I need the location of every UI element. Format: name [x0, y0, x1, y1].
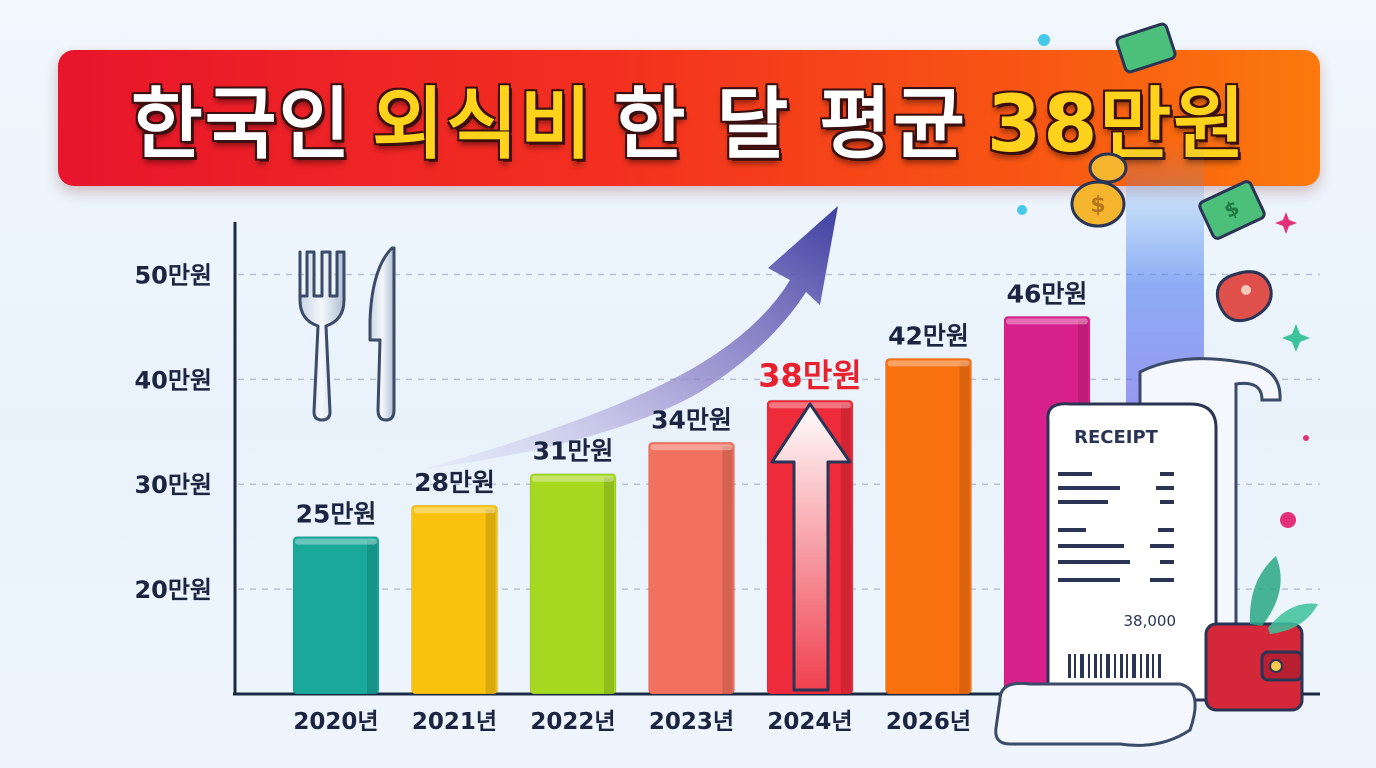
sparkle-decoration: [1017, 34, 1310, 528]
receipt-icon: RECEIPT 38,000: [994, 357, 1282, 747]
trend-arrow-icon: [420, 206, 838, 470]
y-tick-label: 20만원: [134, 576, 212, 604]
data-label: 31만원: [533, 437, 614, 466]
coin-icon: $: [1070, 152, 1128, 228]
x-tick-label: 2022년: [530, 709, 615, 735]
up-arrow-icon: [770, 402, 852, 692]
x-tick-label: 2026년: [886, 709, 971, 735]
data-label: 34만원: [651, 405, 732, 434]
x-tick-label: 2023년: [649, 709, 734, 735]
title-part-1: 한국인: [131, 80, 353, 170]
x-tick-label: 2024년: [767, 709, 852, 735]
data-label: 28만원: [414, 468, 495, 497]
x-tick-label: 2020년: [293, 709, 378, 735]
y-tick-label: 30만원: [134, 471, 212, 499]
svg-text:$: $: [1090, 193, 1105, 218]
y-tick-label: 50만원: [134, 261, 212, 289]
receipt-header: RECEIPT: [1074, 427, 1159, 448]
data-label: 38만원: [758, 356, 861, 394]
data-label: 46만원: [1007, 279, 1088, 308]
data-labels: 25만원 28만원 31만원 34만원 38만원 42만원 46만원: [296, 279, 1088, 528]
bar: [885, 357, 972, 695]
y-tick-labels: 20만원 30만원 40만원 50만원: [134, 261, 212, 604]
meat-icon: [1215, 270, 1273, 323]
title-part-3: 한 달 평균: [613, 80, 967, 170]
bar: [648, 441, 735, 695]
x-tick-label: 2021년: [412, 709, 497, 735]
bar: [411, 504, 498, 695]
receipt-total: 38,000: [1124, 612, 1177, 630]
data-label: 42만원: [888, 321, 969, 350]
fork-icon: [298, 250, 346, 422]
x-tick-labels: 2020년 2021년 2022년 2023년 2024년 2026년: [293, 709, 971, 735]
title-part-2: 외식비: [372, 80, 594, 170]
knife-icon: [368, 246, 396, 422]
data-label: 25만원: [296, 500, 377, 529]
wallet-icon: [1204, 622, 1304, 712]
plant-decoration: [1249, 556, 1318, 634]
banknote-icon: $: [1115, 22, 1266, 240]
y-tick-label: 40만원: [134, 366, 212, 394]
bar: [292, 536, 380, 695]
bar: [529, 473, 617, 695]
